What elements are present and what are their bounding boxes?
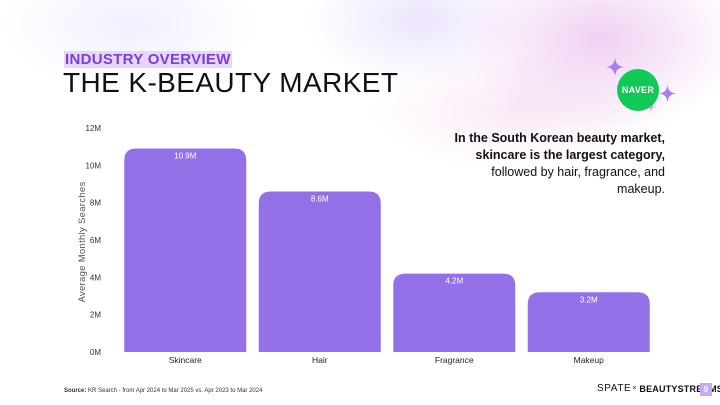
y-tick-label: 0M — [90, 348, 101, 357]
description-regular: followed by hair, fragrance, and makeup. — [491, 165, 665, 196]
bar-hair — [258, 191, 381, 352]
source-note: Source: KR Search - from Apr 2024 to Mar… — [64, 388, 262, 394]
source-label: Source: — [64, 388, 87, 394]
data-label: 10.9M — [174, 152, 197, 161]
brand-beautystreams: BEAUTYSTREAMS — [639, 383, 720, 394]
sparkle-icon — [659, 85, 676, 102]
data-label: 4.2M — [445, 277, 463, 286]
brand-spate: SPATE — [597, 383, 632, 394]
x-tick-label: Hair — [312, 355, 328, 365]
sparkle-icon — [646, 102, 656, 112]
naver-badge: NAVER — [617, 69, 659, 111]
bar-makeup — [527, 292, 650, 352]
x-tick-label: Skincare — [169, 355, 202, 365]
bar-skincare — [124, 148, 247, 352]
y-tick-label: 10M — [85, 161, 101, 170]
x-tick-label: Makeup — [574, 355, 605, 365]
y-tick-label: 8M — [90, 199, 101, 208]
y-tick-label: 4M — [90, 273, 101, 282]
naver-badge-group: NAVER — [604, 58, 678, 112]
y-tick-label: 6M — [90, 236, 101, 245]
page-title: THE K-BEAUTY MARKET — [63, 67, 399, 98]
y-axis-label: Average Monthly Searches — [77, 181, 88, 302]
page-number: 9 — [700, 383, 712, 396]
source-text: KR Search - from Apr 2024 to Mar 2025 vs… — [86, 388, 263, 394]
brand-logo: SPATE × BEAUTYSTREAMS — [597, 383, 720, 394]
sparkle-icon — [606, 58, 624, 76]
data-label: 8.6M — [311, 194, 329, 203]
x-tick-label: Fragrance — [435, 355, 474, 365]
y-tick-label: 12M — [85, 124, 101, 133]
data-label: 3.2M — [580, 295, 598, 304]
brand-separator: × — [632, 385, 637, 392]
section-kicker: INDUSTRY OVERVIEW — [64, 51, 232, 68]
bar-fragrance — [393, 273, 516, 352]
chart-description: In the South Korean beauty market, skinc… — [440, 130, 665, 198]
y-tick-label: 2M — [90, 311, 101, 320]
description-bold: In the South Korean beauty market, skinc… — [454, 131, 665, 162]
